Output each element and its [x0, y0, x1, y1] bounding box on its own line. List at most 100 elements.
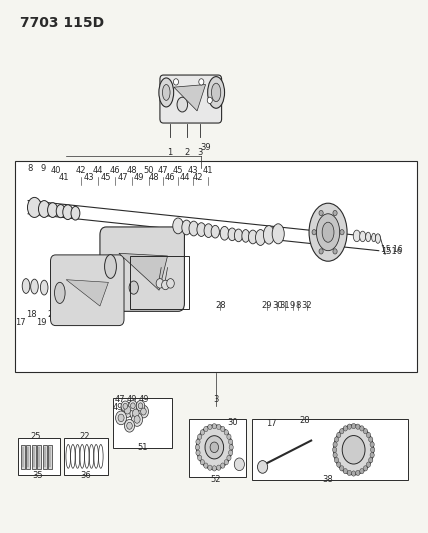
Ellipse shape — [372, 233, 376, 241]
Circle shape — [337, 432, 341, 438]
Ellipse shape — [322, 222, 334, 242]
Text: 18: 18 — [26, 310, 37, 319]
Circle shape — [141, 408, 146, 415]
Ellipse shape — [177, 97, 187, 112]
Circle shape — [370, 442, 374, 447]
Circle shape — [337, 462, 341, 467]
Circle shape — [130, 406, 142, 421]
Ellipse shape — [54, 282, 65, 303]
Text: 9: 9 — [40, 164, 45, 173]
Ellipse shape — [309, 203, 347, 261]
Circle shape — [227, 455, 231, 461]
Text: 46: 46 — [110, 166, 120, 175]
Circle shape — [371, 447, 375, 453]
Text: 24: 24 — [158, 292, 169, 301]
Circle shape — [347, 470, 351, 475]
Ellipse shape — [316, 214, 340, 251]
Circle shape — [196, 425, 232, 470]
Circle shape — [127, 422, 132, 429]
Text: 9: 9 — [290, 301, 295, 310]
Polygon shape — [66, 280, 108, 306]
Ellipse shape — [197, 223, 206, 237]
Ellipse shape — [220, 227, 229, 240]
Circle shape — [173, 79, 178, 85]
Circle shape — [166, 279, 174, 288]
Text: 50: 50 — [143, 166, 154, 175]
Text: 15 16: 15 16 — [380, 245, 402, 254]
Ellipse shape — [375, 234, 380, 243]
Ellipse shape — [56, 205, 65, 217]
Ellipse shape — [208, 77, 225, 108]
Text: 49: 49 — [139, 394, 149, 403]
Text: 8: 8 — [27, 164, 33, 173]
Polygon shape — [119, 253, 167, 290]
Ellipse shape — [263, 225, 274, 244]
Text: 29: 29 — [262, 301, 272, 310]
Text: 1516: 1516 — [381, 247, 402, 256]
Ellipse shape — [366, 232, 371, 241]
Text: 8: 8 — [296, 301, 301, 310]
Ellipse shape — [272, 224, 284, 244]
Bar — [37, 445, 41, 469]
Text: 47: 47 — [158, 166, 169, 175]
Ellipse shape — [63, 205, 73, 220]
Ellipse shape — [228, 228, 236, 241]
Circle shape — [156, 279, 164, 288]
Text: 7703 115D: 7703 115D — [20, 16, 104, 30]
Ellipse shape — [249, 230, 257, 244]
Ellipse shape — [189, 221, 199, 236]
Text: 49: 49 — [113, 402, 123, 411]
Ellipse shape — [22, 279, 30, 293]
Text: 45: 45 — [173, 166, 183, 175]
Circle shape — [207, 97, 212, 103]
Text: 20: 20 — [48, 310, 58, 319]
Circle shape — [217, 424, 221, 430]
Circle shape — [118, 414, 124, 422]
Text: 32: 32 — [302, 301, 312, 310]
Text: 47: 47 — [118, 173, 128, 182]
Bar — [43, 445, 47, 469]
Bar — [18, 438, 60, 475]
Ellipse shape — [31, 279, 38, 294]
Circle shape — [319, 249, 323, 254]
Ellipse shape — [27, 197, 42, 217]
Circle shape — [334, 425, 374, 474]
Circle shape — [312, 230, 316, 235]
Text: 3: 3 — [214, 394, 219, 403]
Circle shape — [224, 430, 229, 435]
Circle shape — [343, 469, 348, 474]
Ellipse shape — [163, 85, 170, 100]
Circle shape — [229, 450, 233, 455]
Circle shape — [210, 442, 219, 453]
Circle shape — [204, 426, 208, 432]
Circle shape — [205, 435, 223, 459]
Text: 41: 41 — [202, 166, 213, 175]
Ellipse shape — [48, 203, 58, 217]
Circle shape — [198, 455, 202, 461]
Text: 44: 44 — [92, 166, 103, 175]
Ellipse shape — [360, 231, 366, 241]
Text: 43: 43 — [84, 173, 95, 182]
Polygon shape — [174, 85, 205, 111]
Bar — [27, 445, 30, 469]
Circle shape — [234, 458, 244, 471]
Text: 22: 22 — [79, 432, 89, 441]
Ellipse shape — [204, 224, 213, 238]
Circle shape — [363, 429, 368, 434]
Text: 36: 36 — [80, 471, 91, 480]
Circle shape — [369, 457, 373, 463]
Circle shape — [333, 453, 337, 458]
Ellipse shape — [242, 230, 250, 242]
Circle shape — [221, 426, 225, 432]
Text: 3: 3 — [198, 148, 203, 157]
Circle shape — [134, 416, 140, 423]
Circle shape — [133, 409, 139, 417]
Text: 42: 42 — [193, 173, 203, 182]
Text: 17: 17 — [15, 318, 26, 327]
Circle shape — [351, 423, 356, 429]
Circle shape — [229, 439, 233, 445]
Circle shape — [116, 411, 127, 425]
Text: 35: 35 — [32, 471, 43, 480]
Circle shape — [340, 429, 344, 434]
Bar — [252, 419, 408, 480]
